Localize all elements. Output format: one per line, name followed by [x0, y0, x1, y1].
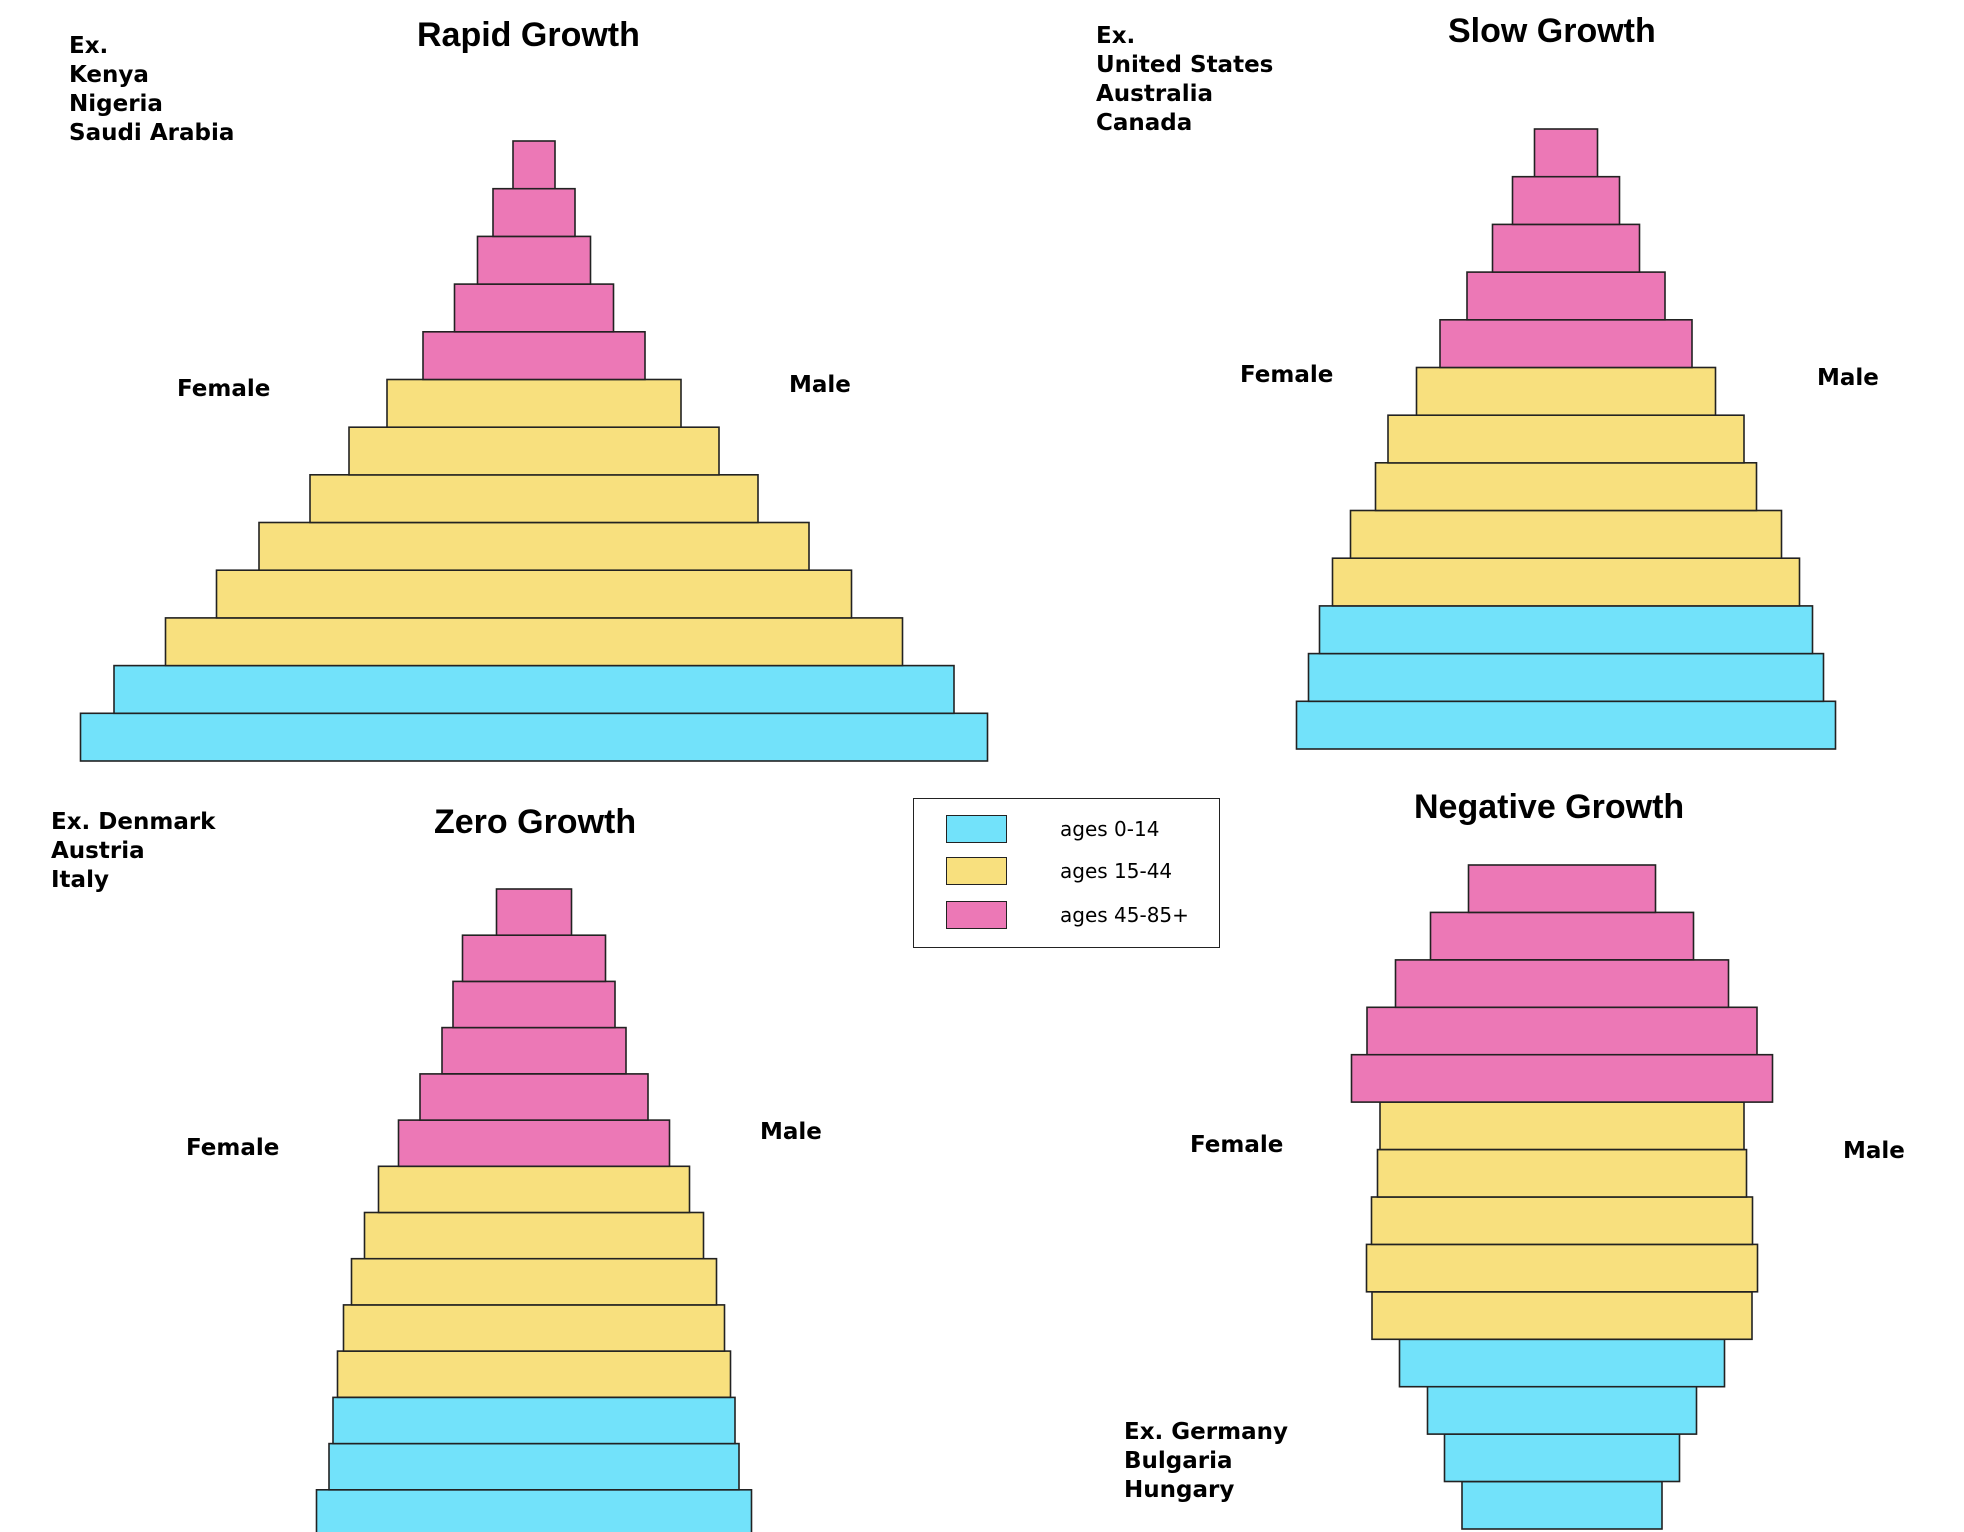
example-line: Saudi Arabia [69, 120, 235, 146]
pyramid-bar-zero-growth-ages-15-44 [350, 1257, 718, 1306]
example-line: Hungary [1124, 1477, 1235, 1503]
example-line: Canada [1096, 110, 1193, 136]
pyramid-bar-rapid-growth-ages-15-44 [258, 521, 810, 572]
panel-title-rapid-growth: Rapid Growth [417, 16, 640, 54]
pyramid-bar-zero-growth-ages-15-44 [363, 1211, 705, 1260]
pyramid-bar-rapid-growth-ages-45-85 [512, 140, 556, 190]
female-label-slow-growth: Female [1240, 362, 1334, 388]
example-line: Italy [51, 867, 109, 893]
pyramid-bar-rapid-growth-ages-45-85 [476, 235, 592, 285]
female-label-rapid-growth: Female [177, 376, 271, 402]
pyramid-bar-zero-growth-ages-15-44 [342, 1304, 726, 1352]
pyramid-bar-negative-growth-ages-15-44 [1365, 1243, 1759, 1293]
pyramid-bar-slow-growth-ages-15-44 [1331, 557, 1801, 607]
panel-title-zero-growth: Zero Growth [434, 803, 637, 841]
legend: ages 0-14 ages 15-44 ages 45-85+ [913, 798, 1220, 948]
pyramid-bar-rapid-growth-ages-15-44 [348, 426, 720, 476]
pyramid-bar-negative-growth-ages-45-85 [1350, 1053, 1774, 1103]
example-line: Ex. [69, 33, 109, 59]
pyramid-bar-rapid-growth-ages-15-44 [386, 378, 682, 429]
pyramid-bar-slow-growth-ages-15-44 [1387, 414, 1745, 464]
pyramid-bar-rapid-growth-ages-0-14 [113, 664, 955, 715]
pyramid-bar-rapid-growth-ages-15-44 [164, 617, 904, 667]
example-line: Kenya [69, 62, 149, 88]
pyramid-bar-negative-growth-ages-0-14 [1443, 1433, 1681, 1483]
male-label-negative-growth: Male [1843, 1138, 1905, 1164]
pyramid-bar-slow-growth-ages-45-85 [1533, 128, 1599, 178]
example-line: Bulgaria [1124, 1448, 1233, 1474]
pyramid-bar-slow-growth-ages-0-14 [1318, 605, 1814, 655]
examples-slow-growth: Ex. United States Australia Canada [1096, 22, 1273, 138]
female-label-negative-growth: Female [1190, 1132, 1284, 1158]
pyramid-bar-slow-growth-ages-15-44 [1374, 461, 1758, 512]
pyramid-bar-negative-growth-ages-45-85 [1394, 959, 1730, 1009]
panel-title-negative-growth: Negative Growth [1414, 788, 1685, 826]
pyramid-bar-negative-growth-ages-0-14 [1398, 1338, 1726, 1388]
pyramid-bar-slow-growth-ages-15-44 [1415, 366, 1717, 417]
pyramid-bar-zero-growth-ages-45-85 [495, 888, 573, 937]
examples-negative-growth: Ex. Germany Bulgaria Hungary [1124, 1418, 1288, 1505]
legend-swatch-ages-15-44 [946, 857, 1007, 885]
legend-swatch-ages-0-14 [946, 815, 1007, 843]
male-label-slow-growth: Male [1817, 365, 1879, 391]
pyramid-bar-slow-growth-ages-0-14 [1295, 700, 1837, 750]
legend-label: ages 15-44 [1060, 859, 1173, 883]
example-line: Nigeria [69, 91, 163, 117]
examples-zero-growth: Ex. Denmark Austria Italy [51, 808, 215, 895]
example-line: Ex. [1096, 23, 1136, 49]
pyramid-bar-zero-growth-ages-15-44 [336, 1350, 732, 1399]
pyramid-bar-negative-growth-ages-45-85 [1366, 1006, 1758, 1056]
pyramid-bar-negative-growth-ages-45-85 [1429, 911, 1695, 961]
pyramid-bar-negative-growth-ages-15-44 [1370, 1196, 1754, 1246]
pyramid-bar-rapid-growth-ages-15-44 [309, 473, 759, 524]
panel-title-slow-growth: Slow Growth [1448, 12, 1656, 50]
pyramid-bar-zero-growth-ages-0-14 [332, 1396, 736, 1445]
example-line: United States [1096, 52, 1274, 78]
example-line: Austria [51, 838, 145, 864]
male-label-zero-growth: Male [760, 1119, 822, 1145]
pyramid-bar-rapid-growth-ages-15-44 [215, 569, 853, 619]
legend-label: ages 0-14 [1060, 817, 1160, 841]
pyramid-bar-slow-growth-ages-45-85 [1511, 175, 1621, 226]
pyramid-bar-negative-growth-ages-0-14 [1461, 1480, 1663, 1530]
pyramid-bar-slow-growth-ages-45-85 [1439, 318, 1693, 369]
legend-swatch-ages-45-85 [946, 901, 1007, 929]
pyramid-bar-zero-growth-ages-0-14 [315, 1489, 753, 1532]
examples-rapid-growth: Ex. Kenya Nigeria Saudi Arabia [69, 32, 234, 148]
pyramid-bar-negative-growth-ages-15-44 [1371, 1291, 1753, 1341]
pyramid-bar-negative-growth-ages-45-85 [1467, 864, 1657, 914]
pyramid-bar-rapid-growth-ages-0-14 [79, 712, 989, 762]
pyramid-bar-negative-growth-ages-15-44 [1376, 1148, 1748, 1198]
pyramid-bar-slow-growth-ages-15-44 [1349, 509, 1783, 560]
example-line: Australia [1096, 81, 1214, 107]
pyramid-bar-rapid-growth-ages-45-85 [422, 330, 646, 381]
pyramid-bar-negative-growth-ages-15-44 [1379, 1101, 1745, 1151]
example-line: Ex. Denmark [51, 809, 216, 835]
legend-label: ages 45-85+ [1060, 903, 1189, 927]
pyramid-bar-zero-growth-ages-15-44 [377, 1165, 691, 1214]
pyramid-bar-rapid-growth-ages-45-85 [453, 283, 615, 333]
pyramid-bar-rapid-growth-ages-45-85 [492, 187, 576, 238]
pyramid-bar-zero-growth-ages-45-85 [441, 1026, 627, 1075]
pyramid-bar-negative-growth-ages-0-14 [1426, 1385, 1698, 1435]
pyramid-bar-zero-growth-ages-45-85 [452, 980, 616, 1029]
pyramid-bar-zero-growth-ages-0-14 [328, 1442, 740, 1491]
pyramid-bar-zero-growth-ages-45-85 [419, 1073, 649, 1121]
pyramid-bar-zero-growth-ages-45-85 [397, 1119, 671, 1168]
pyramid-bar-slow-growth-ages-45-85 [1491, 223, 1641, 273]
example-line: Ex. Germany [1124, 1419, 1288, 1445]
pyramid-bar-zero-growth-ages-45-85 [461, 934, 607, 983]
pyramid-bar-slow-growth-ages-0-14 [1307, 652, 1825, 703]
female-label-zero-growth: Female [186, 1135, 280, 1161]
pyramid-bar-slow-growth-ages-45-85 [1466, 271, 1666, 321]
male-label-rapid-growth: Male [789, 372, 851, 398]
